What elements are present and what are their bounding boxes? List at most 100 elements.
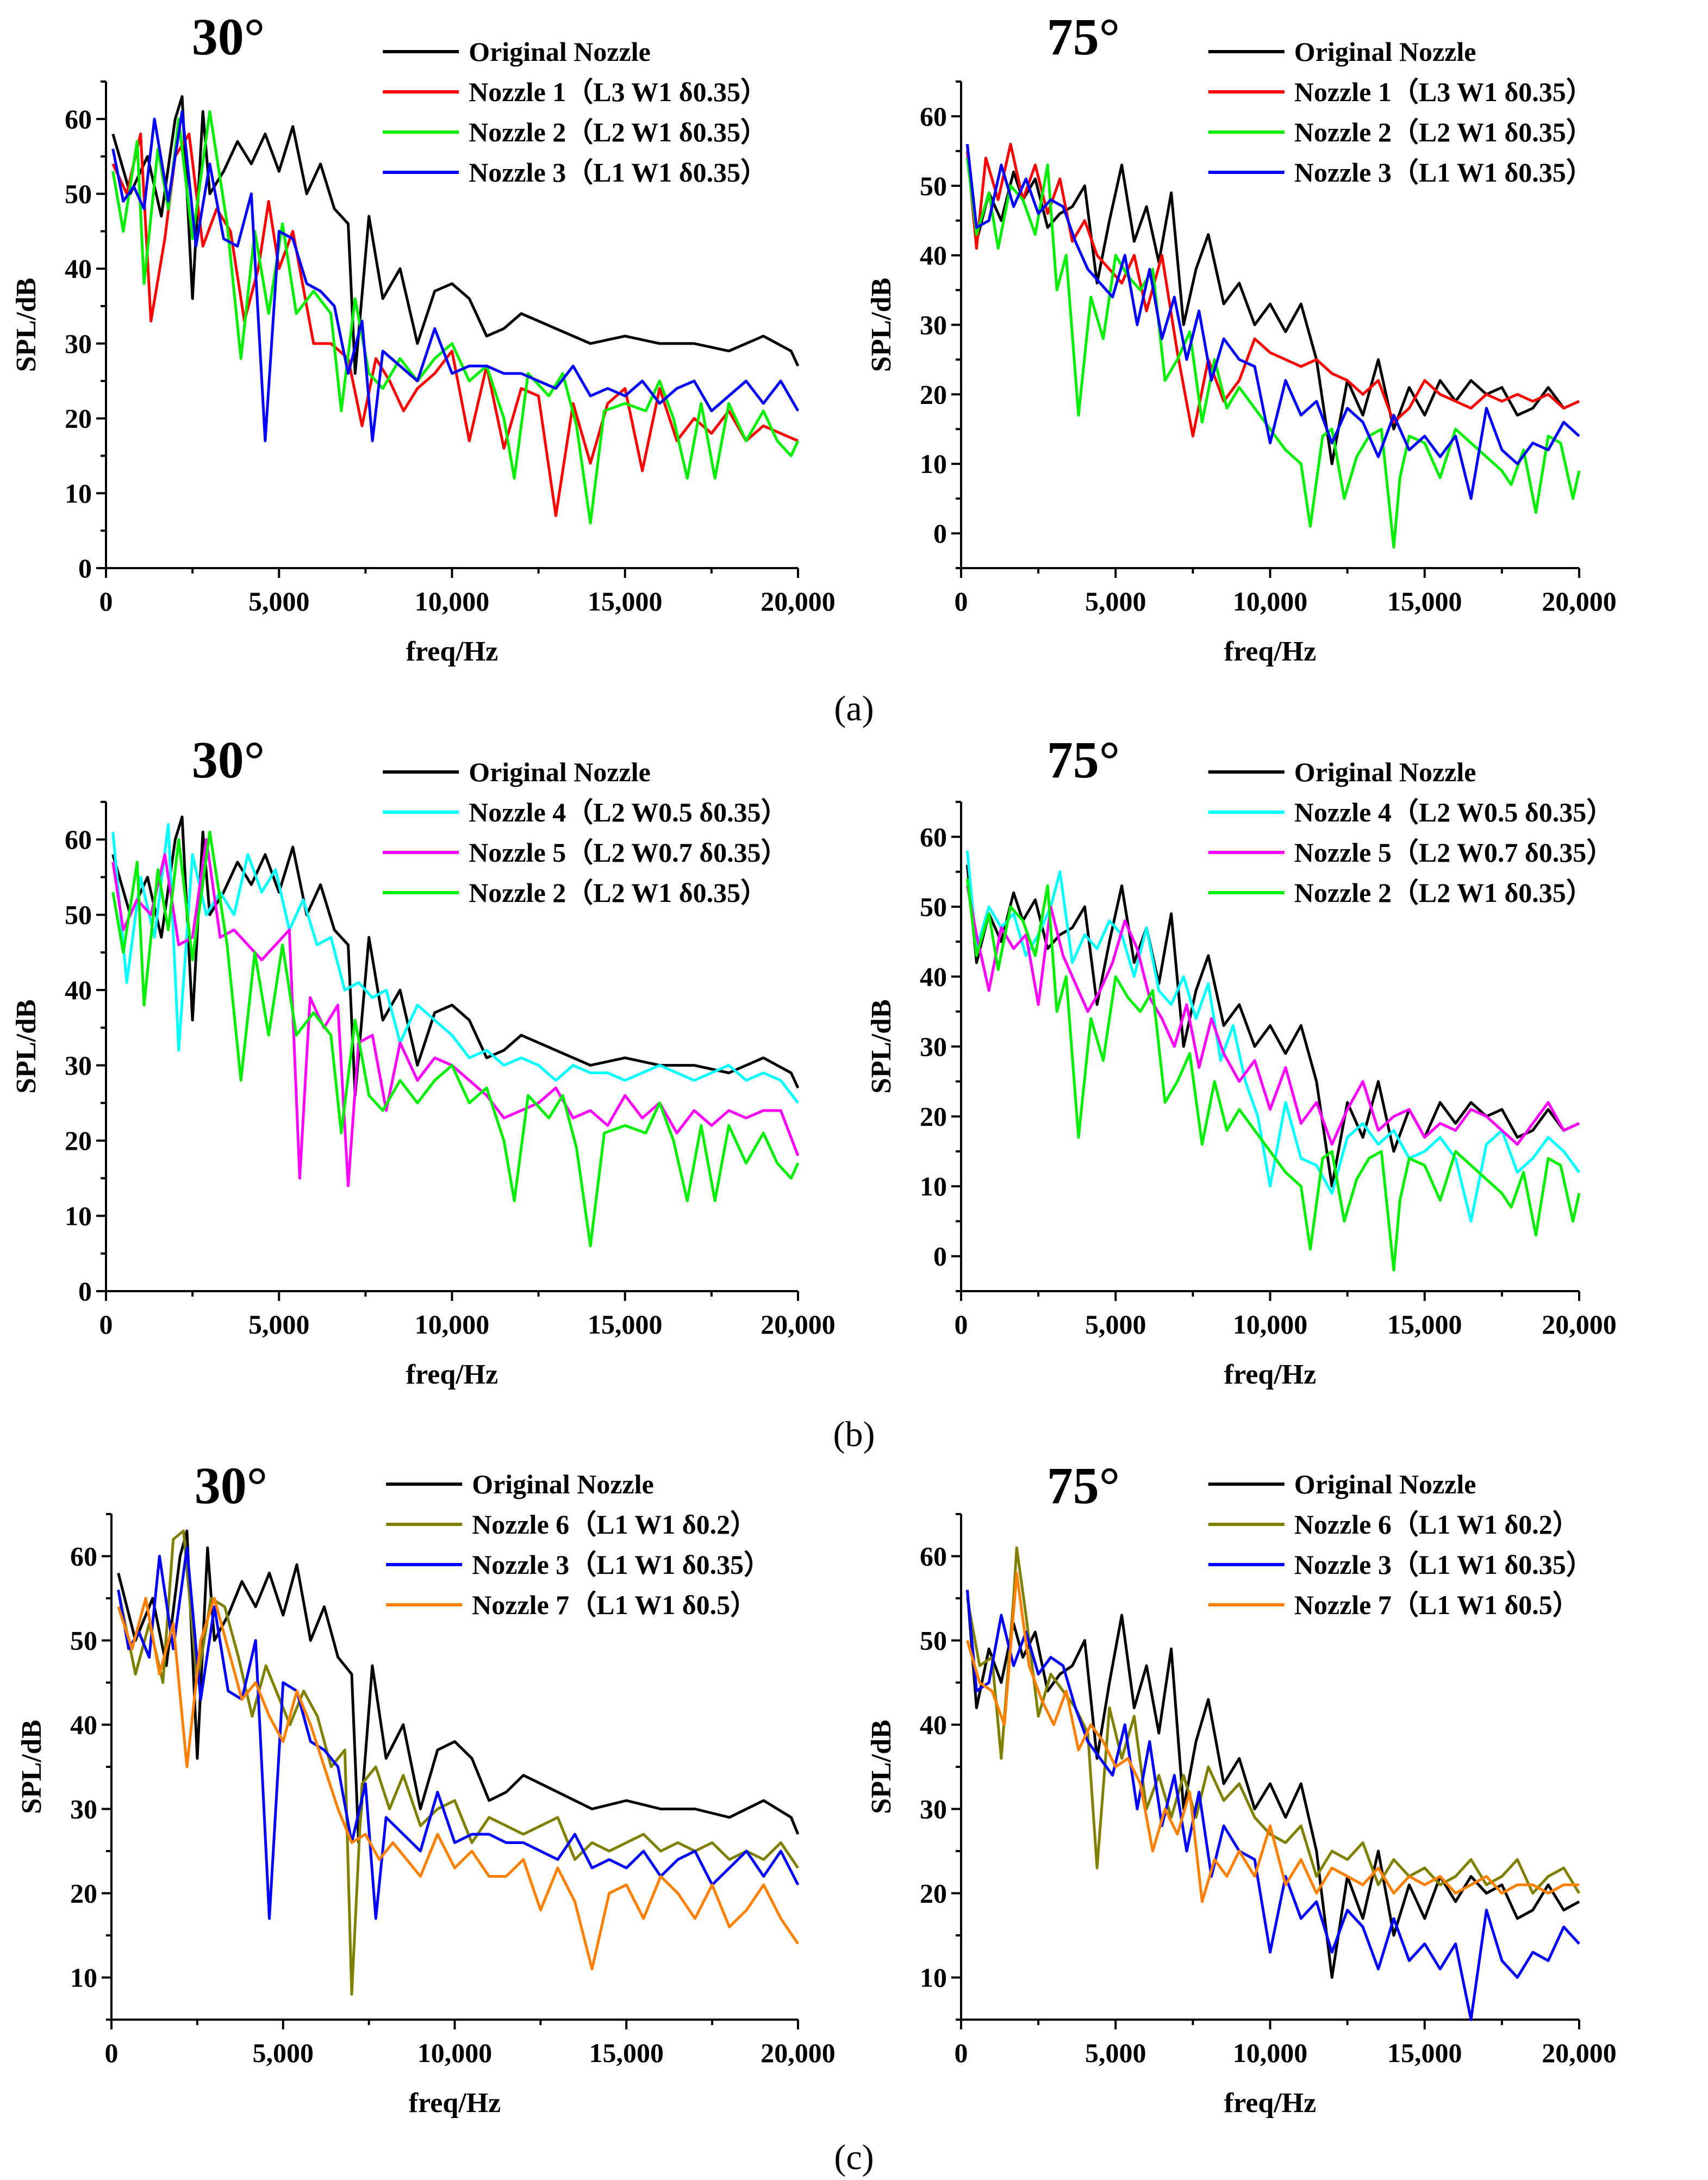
series-line-original	[965, 864, 1580, 1188]
series-line-nozzle5	[965, 885, 1580, 1146]
y-tick-label: 20	[70, 1878, 97, 1909]
series-line-nozzle3	[111, 110, 800, 443]
y-tick-label: 20	[920, 1101, 947, 1132]
x-axis-label: freq/Hz	[1224, 1359, 1316, 1390]
y-tick-label: 40	[65, 253, 92, 284]
x-tick-label: 0	[105, 2038, 119, 2068]
x-tick-label: 5,000	[253, 2038, 314, 2068]
y-tick-label: 60	[65, 824, 92, 855]
x-tick-label: 20,000	[1542, 586, 1617, 616]
y-tick-label: 10	[920, 1171, 947, 1201]
legend-label-original: Original Nozzle	[469, 36, 651, 67]
x-tick-label: 0	[99, 586, 113, 616]
y-tick-label: 10	[65, 1201, 92, 1231]
y-axis-label: SPL/dB	[11, 278, 42, 372]
x-tick-label: 15,000	[588, 586, 663, 616]
y-tick-label: 0	[78, 1276, 92, 1306]
x-axis-label: freq/Hz	[406, 1359, 498, 1390]
y-tick-label: 40	[920, 1710, 947, 1740]
legend-label-nozzle2: Nozzle 2（L2 W1 δ0.35）	[1294, 877, 1593, 908]
y-tick-label: 10	[65, 478, 92, 508]
chart-5: 75° 0 5,000 10,000 15,000 20,000 10 20 30 40 50 60 f…	[866, 1456, 1617, 2119]
y-tick-label: 50	[65, 179, 92, 209]
y-tick-label: 0	[933, 518, 947, 549]
x-tick-label: 0	[955, 2038, 968, 2068]
legend-label-nozzle7: Nozzle 7（L1 W1 δ0.5）	[472, 1590, 757, 1620]
y-tick-label: 30	[65, 1050, 92, 1081]
x-tick-label: 10,000	[415, 1309, 490, 1340]
legend-label-original: Original Nozzle	[469, 757, 651, 787]
y-axis-label: SPL/dB	[11, 999, 42, 1093]
chart-title: 30°	[195, 1456, 267, 1515]
legend-label-nozzle2: Nozzle 2（L2 W1 δ0.35）	[469, 117, 768, 147]
panel-label-b: (b)	[833, 1415, 875, 1454]
chart-title: 75°	[1047, 1456, 1120, 1515]
series-line-nozzle6	[965, 1546, 1581, 1895]
x-tick-label: 5,000	[248, 586, 310, 616]
x-tick-label: 10,000	[1233, 1309, 1308, 1340]
x-tick-label: 15,000	[1387, 2038, 1462, 2068]
x-tick-label: 20,000	[761, 586, 836, 616]
y-tick-label: 50	[920, 1625, 947, 1656]
x-tick-label: 15,000	[1387, 1309, 1462, 1340]
y-tick-label: 60	[920, 101, 947, 132]
legend-label-nozzle6: Nozzle 6（L1 W1 δ0.2）	[472, 1509, 757, 1540]
x-axis-label: freq/Hz	[1224, 636, 1316, 667]
series-line-nozzle5	[111, 838, 800, 1187]
y-tick-label: 20	[65, 1125, 92, 1156]
chart-title: 75°	[1047, 731, 1120, 789]
legend-label-nozzle6: Nozzle 6（L1 W1 δ0.2）	[1294, 1509, 1580, 1540]
legend-label-original: Original Nozzle	[1294, 36, 1476, 67]
y-tick-label: 30	[65, 328, 92, 359]
y-tick-label: 10	[70, 1963, 97, 1993]
chart-title: 30°	[192, 8, 265, 66]
series-line-nozzle1	[111, 132, 799, 518]
y-tick-label: 20	[920, 1878, 947, 1909]
chart-2: 30° 0 5,000 10,000 15,000 20,000 0 10 20 30 40 50 60…	[11, 731, 836, 1390]
y-tick-label: 60	[65, 104, 92, 134]
y-tick-label: 0	[78, 553, 92, 583]
legend-label-original: Original Nozzle	[1294, 1469, 1476, 1499]
y-axis-label: SPL/dB	[866, 278, 897, 372]
x-tick-label: 0	[99, 1309, 113, 1340]
y-tick-label: 30	[920, 310, 947, 340]
panel-label-a: (a)	[834, 689, 874, 728]
legend-label-nozzle4: Nozzle 4（L2 W0.5 δ0.35）	[469, 797, 788, 827]
x-tick-label: 5,000	[1085, 586, 1146, 616]
y-tick-label: 40	[920, 240, 947, 271]
legend-label-nozzle4: Nozzle 4（L2 W0.5 δ0.35）	[1294, 797, 1613, 827]
x-tick-label: 10,000	[1233, 586, 1308, 616]
series-line-nozzle2	[965, 879, 1581, 1272]
y-axis-label: SPL/dB	[866, 1720, 897, 1814]
y-tick-label: 0	[933, 1241, 947, 1272]
y-tick-label: 50	[920, 171, 947, 201]
x-tick-label: 5,000	[1085, 2038, 1146, 2068]
series-line-nozzle6	[117, 1529, 800, 1996]
y-tick-label: 40	[920, 961, 947, 992]
x-tick-label: 20,000	[1542, 2038, 1617, 2068]
chart-1: 75° 0 5,000 10,000 15,000 20,000 0 10 20 30 40 50 60…	[866, 8, 1617, 667]
x-tick-label: 15,000	[589, 2038, 664, 2068]
series-line-nozzle2	[111, 830, 800, 1248]
panel-label-c: (c)	[834, 2138, 874, 2177]
y-tick-label: 60	[920, 1541, 947, 1572]
legend-label-nozzle5: Nozzle 5（L2 W0.7 δ0.35）	[469, 837, 788, 868]
x-tick-label: 10,000	[415, 586, 490, 616]
chart-title: 30°	[192, 731, 265, 789]
y-tick-label: 20	[920, 379, 947, 409]
y-tick-label: 50	[70, 1625, 97, 1656]
y-tick-label: 60	[70, 1541, 97, 1572]
y-axis-label: SPL/dB	[866, 999, 897, 1093]
y-axis-label: SPL/dB	[16, 1720, 47, 1814]
x-tick-label: 15,000	[588, 1309, 663, 1340]
series-line-nozzle7	[966, 1572, 1579, 1903]
x-tick-label: 5,000	[1085, 1309, 1146, 1340]
y-tick-label: 40	[70, 1710, 97, 1740]
series-line-nozzle3	[117, 1546, 800, 1920]
legend-label-nozzle1: Nozzle 1（L3 W1 δ0.35）	[1294, 77, 1593, 107]
y-tick-label: 30	[70, 1794, 97, 1824]
series-line-original	[965, 144, 1580, 465]
legend-label-nozzle7: Nozzle 7（L1 W1 δ0.5）	[1294, 1590, 1580, 1620]
legend-label-nozzle5: Nozzle 5（L2 W0.7 δ0.35）	[1294, 837, 1613, 868]
